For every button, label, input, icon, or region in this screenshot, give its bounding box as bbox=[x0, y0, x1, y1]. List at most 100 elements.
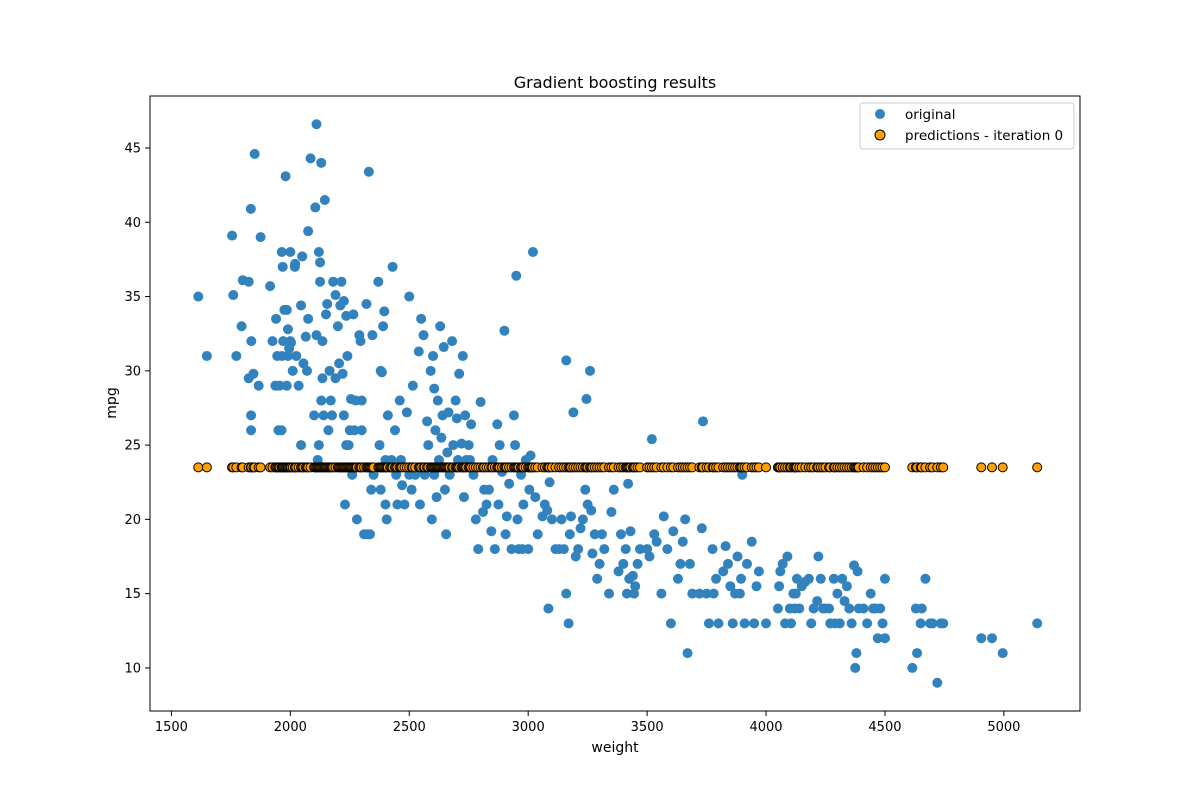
original-point bbox=[525, 450, 536, 461]
original-point bbox=[281, 380, 292, 391]
original-point bbox=[546, 514, 557, 525]
original-point bbox=[812, 596, 823, 607]
original-point bbox=[315, 257, 326, 268]
original-point bbox=[401, 407, 412, 418]
original-point bbox=[761, 618, 772, 629]
original-point bbox=[322, 298, 333, 309]
original-point bbox=[720, 541, 731, 552]
prediction-point bbox=[255, 462, 266, 473]
original-point bbox=[271, 313, 282, 324]
original-point bbox=[193, 291, 204, 302]
original-point bbox=[828, 573, 839, 584]
original-point bbox=[448, 440, 459, 451]
original-point bbox=[450, 395, 461, 406]
legend-frame bbox=[859, 102, 1075, 150]
original-point bbox=[309, 410, 320, 421]
original-point bbox=[727, 618, 738, 629]
original-point bbox=[846, 618, 857, 629]
original-point bbox=[627, 570, 638, 581]
original-point bbox=[875, 603, 886, 614]
original-point bbox=[623, 478, 634, 489]
original-point bbox=[313, 246, 324, 257]
original-point bbox=[348, 309, 359, 320]
original-point bbox=[511, 270, 522, 281]
legend-label-original: original bbox=[905, 107, 955, 123]
original-point bbox=[381, 514, 392, 525]
original-point bbox=[596, 529, 607, 540]
original-point bbox=[343, 440, 354, 451]
original-point bbox=[544, 477, 555, 488]
original-point bbox=[580, 484, 591, 495]
original-point bbox=[276, 246, 287, 257]
original-point bbox=[682, 648, 693, 659]
prediction-point bbox=[879, 462, 890, 473]
original-point bbox=[684, 558, 695, 569]
original-point bbox=[281, 304, 292, 315]
original-point bbox=[296, 440, 307, 451]
original-point bbox=[317, 336, 328, 347]
prediction-point bbox=[986, 462, 997, 473]
original-point bbox=[632, 558, 643, 569]
original-point bbox=[243, 276, 254, 287]
original-point bbox=[290, 258, 301, 269]
original-point bbox=[668, 526, 679, 537]
original-point bbox=[986, 633, 997, 644]
original-point bbox=[356, 425, 367, 436]
original-point bbox=[542, 505, 553, 516]
original-point bbox=[651, 536, 662, 547]
original-point bbox=[458, 492, 469, 503]
original-point bbox=[298, 358, 309, 369]
original-point bbox=[366, 484, 377, 495]
original-point bbox=[586, 505, 597, 516]
y-tick-label: 35 bbox=[124, 290, 141, 305]
x-tick-label: 5000 bbox=[987, 720, 1020, 735]
x-tick-label: 3000 bbox=[512, 720, 545, 735]
y-tick-label: 30 bbox=[124, 364, 141, 379]
original-point bbox=[791, 573, 802, 584]
original-point bbox=[303, 313, 314, 324]
original-point bbox=[334, 358, 345, 369]
prediction-point bbox=[976, 462, 987, 473]
original-point bbox=[255, 232, 266, 243]
x-tick-label: 1500 bbox=[155, 720, 188, 735]
original-point bbox=[392, 499, 403, 510]
original-point bbox=[606, 506, 617, 517]
original-point bbox=[321, 309, 332, 320]
original-point bbox=[316, 157, 327, 168]
original-point bbox=[680, 514, 691, 525]
original-point bbox=[907, 662, 918, 673]
original-point bbox=[786, 618, 797, 629]
original-point bbox=[813, 551, 824, 562]
original-point bbox=[394, 395, 405, 406]
original-point bbox=[389, 425, 400, 436]
original-point bbox=[877, 618, 888, 629]
original-point bbox=[1032, 618, 1043, 629]
original-point bbox=[879, 633, 890, 644]
original-point bbox=[739, 618, 750, 629]
original-point bbox=[927, 618, 938, 629]
original-point bbox=[527, 246, 538, 257]
original-point bbox=[493, 499, 504, 510]
original-point bbox=[201, 350, 212, 361]
original-point bbox=[563, 618, 574, 629]
prediction-point bbox=[938, 462, 949, 473]
original-point bbox=[677, 536, 688, 547]
original-point bbox=[395, 454, 406, 465]
original-point bbox=[629, 588, 640, 599]
original-point bbox=[512, 514, 523, 525]
original-point bbox=[382, 410, 393, 421]
original-point bbox=[315, 276, 326, 287]
original-point bbox=[561, 355, 572, 366]
original-point bbox=[608, 484, 619, 495]
original-point bbox=[365, 529, 376, 540]
original-point bbox=[483, 484, 494, 495]
original-point bbox=[425, 365, 436, 376]
original-point bbox=[806, 618, 817, 629]
original-point bbox=[280, 171, 291, 182]
legend-marker-original bbox=[875, 109, 885, 119]
original-point bbox=[414, 499, 425, 510]
original-point bbox=[565, 511, 576, 522]
original-point bbox=[524, 484, 535, 495]
x-tick-label: 4500 bbox=[868, 720, 901, 735]
